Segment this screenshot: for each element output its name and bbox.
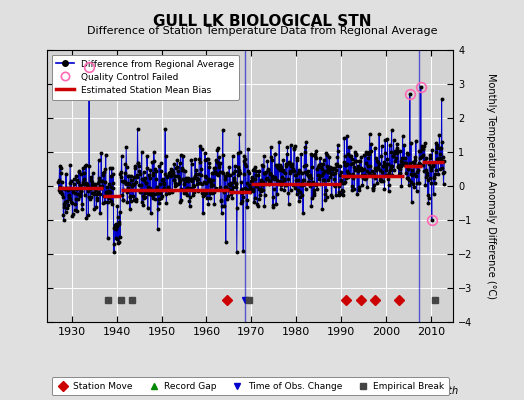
Legend: Difference from Regional Average, Quality Control Failed, Estimated Station Mean: Difference from Regional Average, Qualit… [52,54,239,100]
Text: Berkeley Earth: Berkeley Earth [386,386,458,396]
Legend: Station Move, Record Gap, Time of Obs. Change, Empirical Break: Station Move, Record Gap, Time of Obs. C… [52,378,449,396]
Y-axis label: Monthly Temperature Anomaly Difference (°C): Monthly Temperature Anomaly Difference (… [486,73,496,299]
Text: GULL LK BIOLOGICAL STN: GULL LK BIOLOGICAL STN [153,14,371,29]
Text: Difference of Station Temperature Data from Regional Average: Difference of Station Temperature Data f… [87,26,437,36]
